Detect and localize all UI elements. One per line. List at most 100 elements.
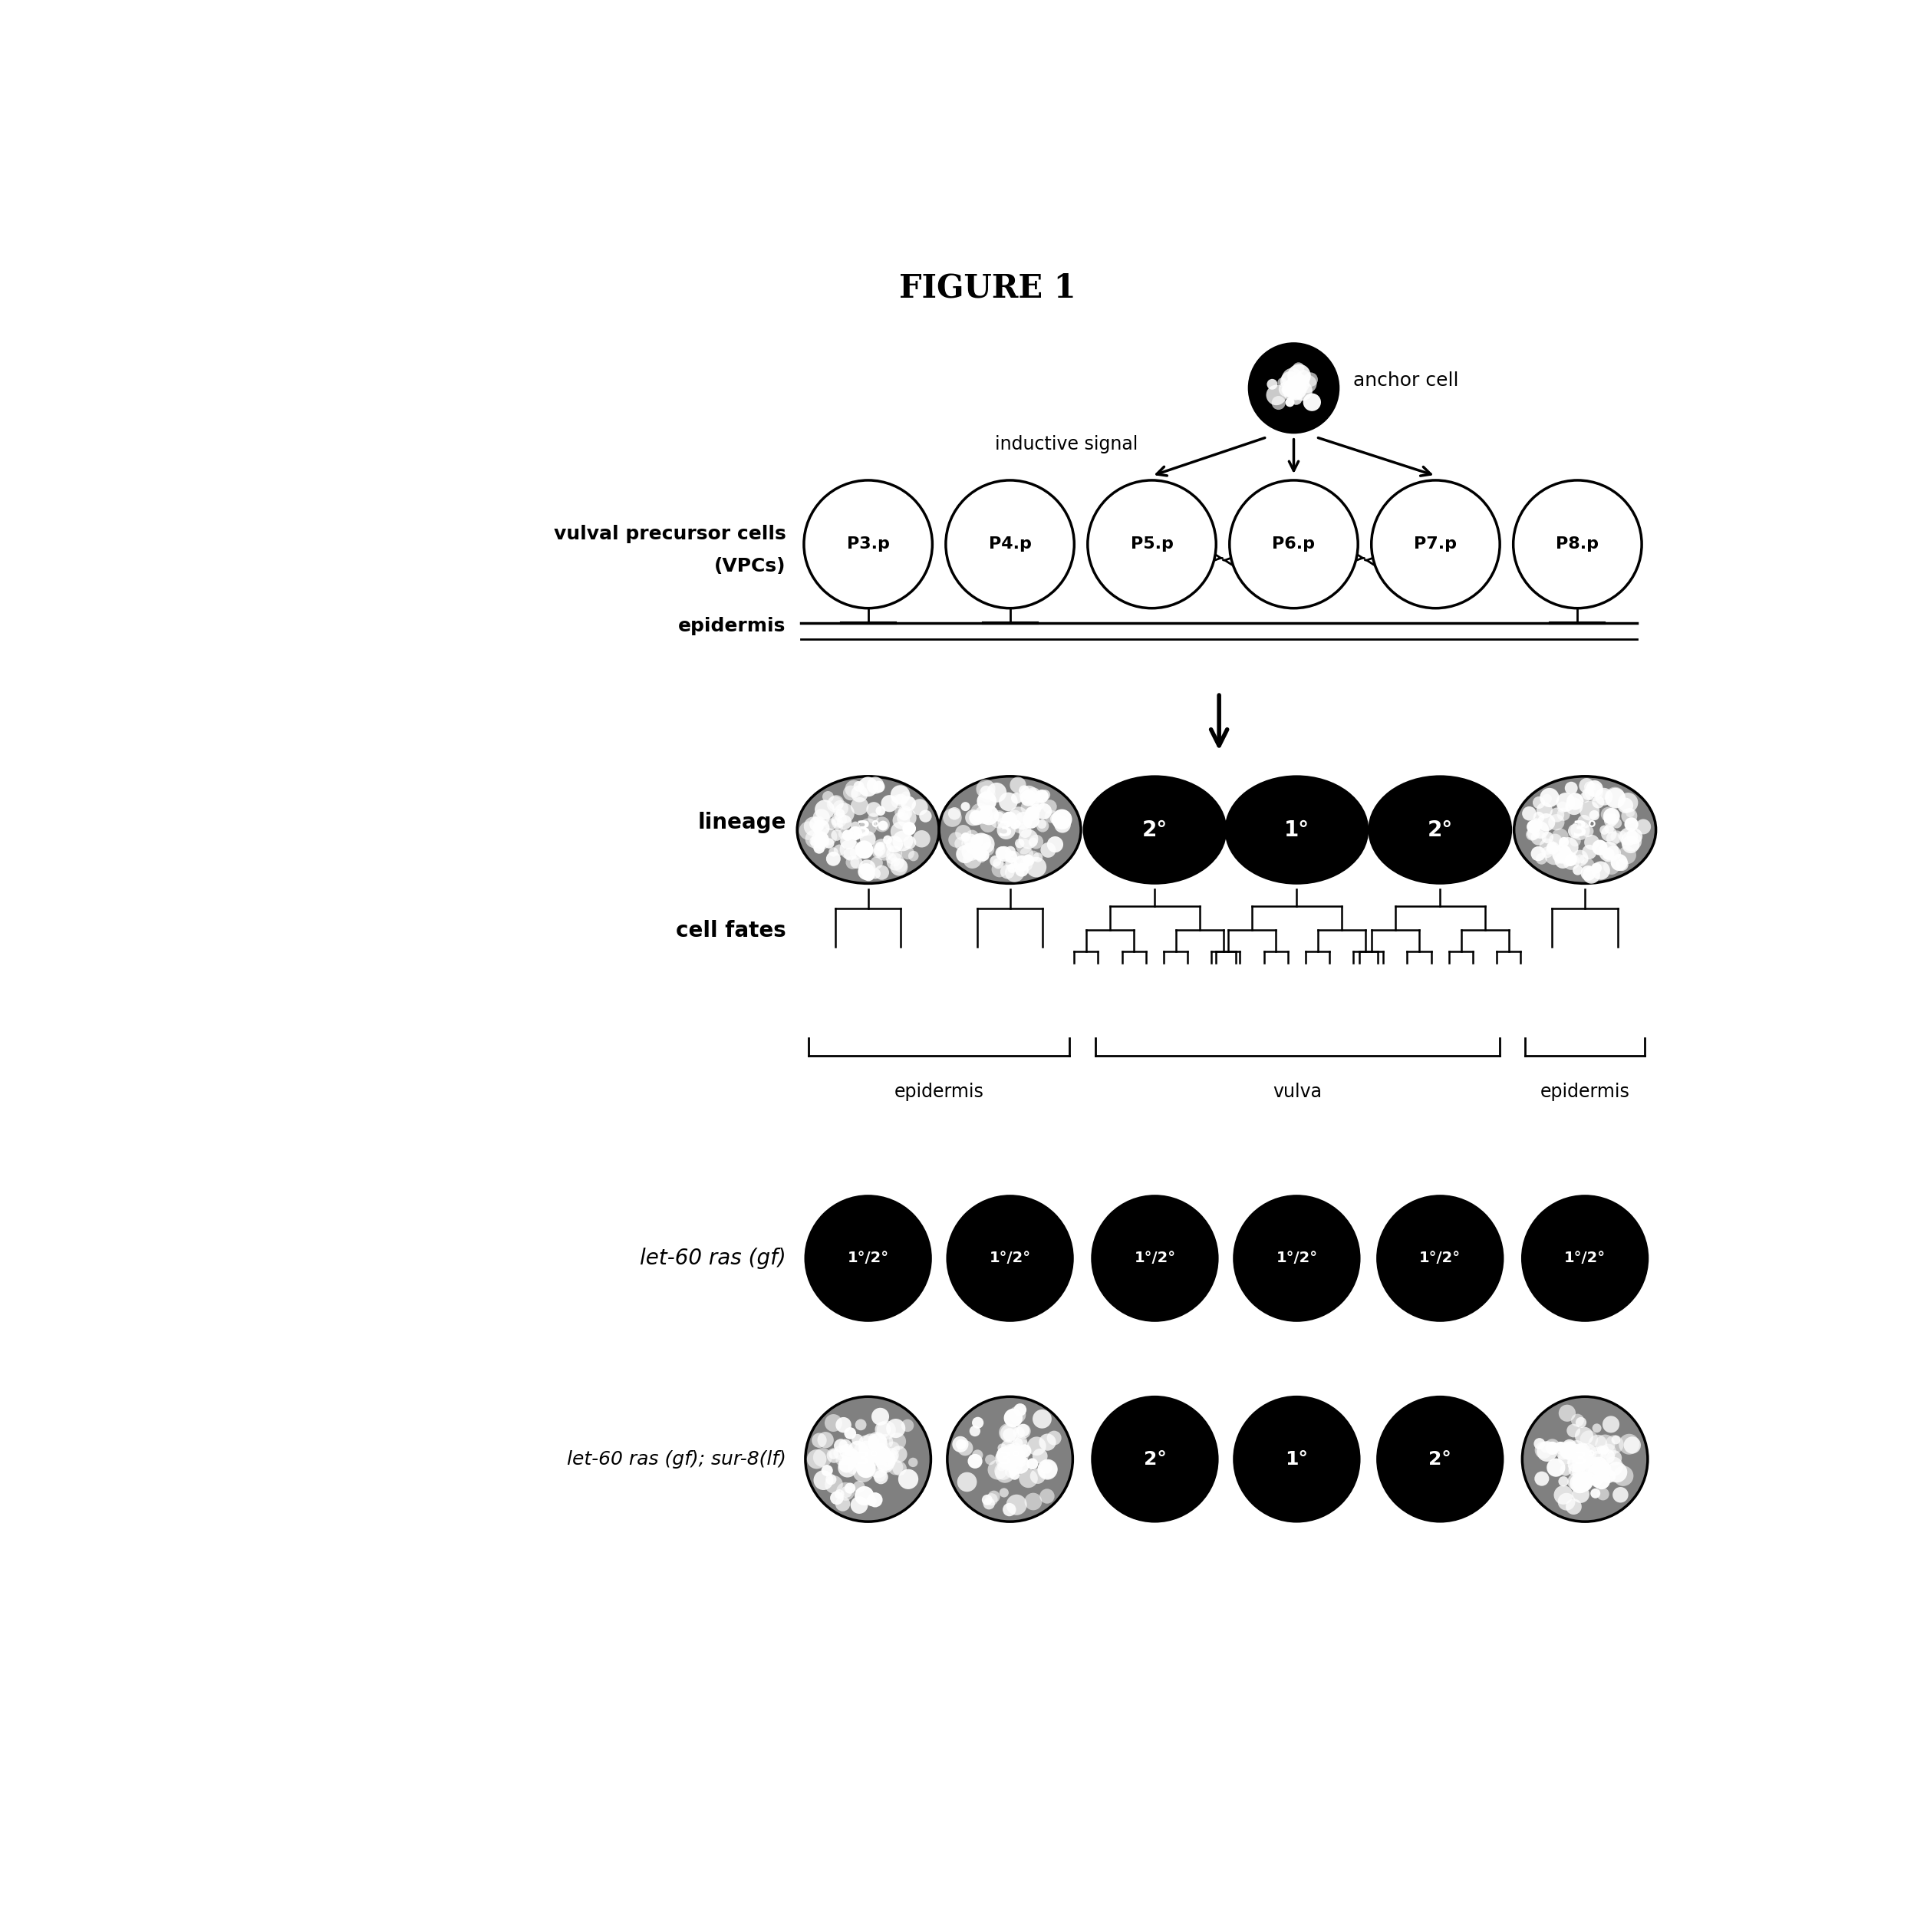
Circle shape xyxy=(1050,813,1062,825)
Circle shape xyxy=(856,842,871,858)
Circle shape xyxy=(890,821,911,842)
Circle shape xyxy=(1536,802,1553,819)
Circle shape xyxy=(1619,1434,1640,1455)
Circle shape xyxy=(1281,384,1293,396)
Circle shape xyxy=(831,815,840,825)
Circle shape xyxy=(1291,381,1301,390)
Circle shape xyxy=(998,1443,1006,1453)
Circle shape xyxy=(1000,1424,1019,1443)
Circle shape xyxy=(1012,856,1027,873)
Circle shape xyxy=(1008,1459,1023,1474)
Circle shape xyxy=(1534,1437,1545,1449)
Circle shape xyxy=(965,831,979,842)
Circle shape xyxy=(890,858,908,875)
Circle shape xyxy=(850,846,863,860)
Circle shape xyxy=(979,786,996,802)
Circle shape xyxy=(1540,838,1555,854)
Circle shape xyxy=(1037,819,1048,833)
Ellipse shape xyxy=(798,777,938,883)
Circle shape xyxy=(848,827,861,840)
Text: 2°: 2° xyxy=(1143,1449,1166,1468)
Circle shape xyxy=(809,837,819,846)
Circle shape xyxy=(994,1449,1014,1468)
Circle shape xyxy=(1590,1488,1601,1499)
Circle shape xyxy=(1285,398,1295,408)
Circle shape xyxy=(1017,829,1039,848)
Circle shape xyxy=(1572,1486,1590,1503)
Circle shape xyxy=(1293,363,1305,375)
Circle shape xyxy=(1559,1405,1576,1422)
Circle shape xyxy=(1513,481,1642,609)
Circle shape xyxy=(1603,808,1621,825)
Circle shape xyxy=(823,790,834,802)
Circle shape xyxy=(1016,1424,1031,1439)
Circle shape xyxy=(1580,800,1599,821)
Circle shape xyxy=(1559,837,1569,846)
Circle shape xyxy=(1027,1459,1039,1470)
Circle shape xyxy=(856,1455,867,1464)
Circle shape xyxy=(1576,854,1584,864)
Circle shape xyxy=(1012,1455,1029,1474)
Circle shape xyxy=(1549,835,1563,846)
Circle shape xyxy=(1012,1437,1023,1449)
Circle shape xyxy=(952,1435,969,1453)
Circle shape xyxy=(1016,1457,1025,1466)
Circle shape xyxy=(1559,837,1578,858)
Circle shape xyxy=(1522,1196,1648,1321)
Circle shape xyxy=(1532,821,1549,838)
Circle shape xyxy=(871,1449,883,1461)
Text: 2°: 2° xyxy=(1428,819,1453,840)
Circle shape xyxy=(825,1414,842,1432)
Circle shape xyxy=(836,1455,848,1466)
Circle shape xyxy=(987,782,1006,802)
Circle shape xyxy=(956,844,975,864)
Circle shape xyxy=(879,1434,892,1449)
Circle shape xyxy=(985,1455,996,1464)
Circle shape xyxy=(1599,1445,1609,1455)
Circle shape xyxy=(836,815,852,829)
Circle shape xyxy=(977,854,987,862)
Circle shape xyxy=(1283,386,1297,400)
Circle shape xyxy=(996,846,1012,862)
Circle shape xyxy=(1592,864,1601,873)
Circle shape xyxy=(1016,838,1025,848)
Circle shape xyxy=(1291,375,1310,394)
Circle shape xyxy=(1031,804,1041,813)
Circle shape xyxy=(977,850,989,862)
Circle shape xyxy=(1378,1397,1503,1522)
Circle shape xyxy=(1571,835,1580,846)
Circle shape xyxy=(919,810,933,823)
Circle shape xyxy=(1029,837,1037,846)
Circle shape xyxy=(1019,825,1031,838)
Circle shape xyxy=(825,838,834,848)
Circle shape xyxy=(1017,1445,1031,1457)
Text: 1°: 1° xyxy=(1283,819,1310,840)
Circle shape xyxy=(1014,856,1029,871)
Circle shape xyxy=(1297,369,1310,383)
Circle shape xyxy=(908,850,919,862)
Circle shape xyxy=(1027,850,1039,862)
Circle shape xyxy=(1041,790,1050,800)
Text: 3°: 3° xyxy=(998,1449,1021,1468)
Circle shape xyxy=(1592,862,1611,879)
Circle shape xyxy=(1052,810,1071,829)
Circle shape xyxy=(842,1449,859,1466)
Circle shape xyxy=(829,796,844,811)
Circle shape xyxy=(1559,1443,1576,1461)
Circle shape xyxy=(838,1457,854,1472)
Text: 2°: 2° xyxy=(1143,819,1168,840)
Circle shape xyxy=(1004,1464,1017,1478)
Circle shape xyxy=(840,833,856,850)
Text: P6.p: P6.p xyxy=(1272,537,1316,553)
Circle shape xyxy=(852,784,867,802)
Circle shape xyxy=(1613,1488,1628,1503)
Circle shape xyxy=(842,786,858,800)
Circle shape xyxy=(902,792,911,800)
Circle shape xyxy=(1582,788,1594,800)
Circle shape xyxy=(867,813,879,823)
Circle shape xyxy=(958,1472,977,1492)
Circle shape xyxy=(1574,1449,1594,1468)
Circle shape xyxy=(846,1455,859,1468)
Circle shape xyxy=(1033,1449,1048,1464)
Circle shape xyxy=(1569,1463,1582,1476)
